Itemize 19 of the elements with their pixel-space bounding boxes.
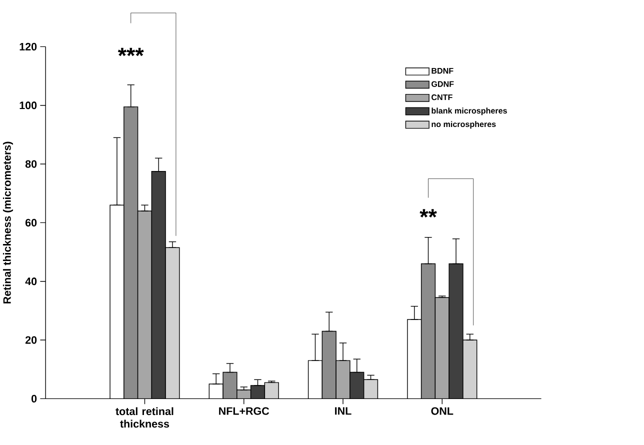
annotation: **: [420, 208, 437, 218]
y-tick-label: 60: [25, 218, 37, 226]
x-tick-label: total retinal thickness: [116, 407, 174, 428]
legend-label: no microspheres: [432, 120, 496, 128]
legend-label: CNTF: [432, 94, 452, 100]
y-tick-label: 0: [31, 394, 37, 402]
x-tick-label: ONL: [431, 407, 454, 415]
legend-label: BDNF: [432, 68, 454, 74]
y-tick-label: 20: [25, 336, 37, 344]
y-tick-label: 100: [20, 101, 37, 109]
x-tick-label: NFL+RGC: [219, 407, 270, 415]
legend-label: blank microspheres: [432, 107, 507, 115]
y-tick-label: 80: [25, 160, 37, 168]
y-axis-title: Retinal thickness (micrometers): [2, 142, 13, 304]
y-tick-label: 120: [20, 42, 37, 50]
annotation: ***: [118, 48, 144, 56]
y-tick-label: 40: [25, 277, 37, 285]
x-tick-label: INL: [335, 407, 352, 414]
legend-label: GDNF: [432, 81, 454, 87]
